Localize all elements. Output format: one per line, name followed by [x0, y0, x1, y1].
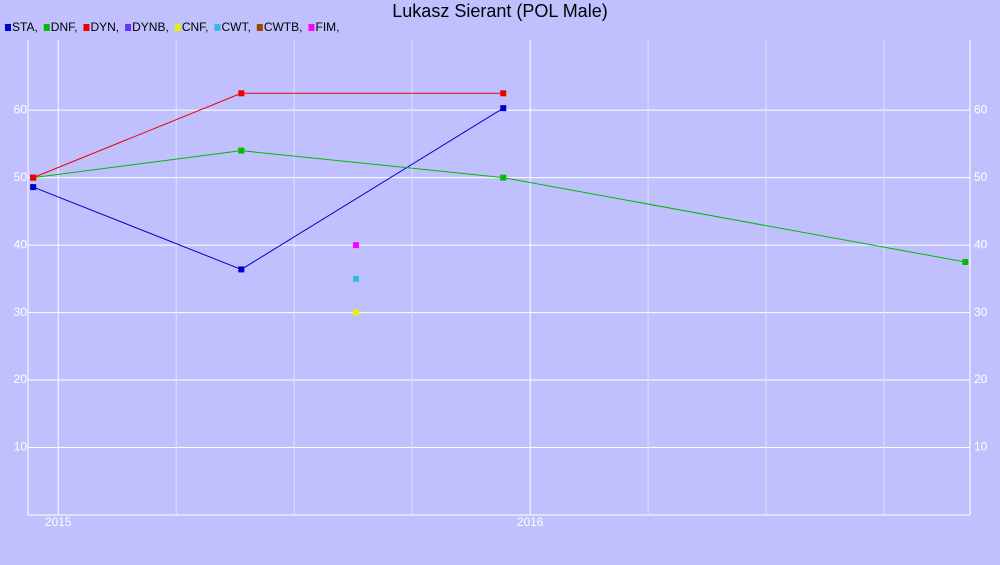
data-point	[30, 184, 37, 191]
x-tick-label: 2016	[517, 515, 544, 529]
data-point	[238, 90, 245, 97]
legend-swatch	[256, 24, 263, 31]
y-tick-label: 60	[14, 102, 28, 116]
legend-label: DYNB,	[132, 20, 169, 34]
y2-tick-label: 50	[974, 170, 988, 184]
y-tick-label: 20	[14, 372, 28, 386]
data-point	[500, 174, 507, 181]
legend-swatch	[83, 24, 90, 31]
legend-label: DNF,	[51, 20, 78, 34]
x-tick-label: 2015	[45, 515, 72, 529]
y2-tick-label: 30	[974, 305, 988, 319]
y2-tick-label: 20	[974, 372, 988, 386]
legend-label: CWTB,	[264, 20, 303, 34]
data-point	[353, 275, 360, 282]
y2-tick-label: 40	[974, 237, 988, 251]
legend-label: FIM,	[315, 20, 339, 34]
legend-label: DYN,	[90, 20, 119, 34]
data-point	[500, 105, 507, 112]
data-point	[962, 258, 969, 265]
data-point	[353, 242, 360, 249]
legend-swatch	[43, 24, 50, 31]
series-line	[33, 150, 966, 263]
data-point	[238, 266, 245, 273]
data-point	[353, 309, 360, 316]
y2-tick-label: 60	[974, 102, 988, 116]
data-point	[238, 147, 245, 154]
y-tick-label: 10	[14, 440, 28, 454]
y-tick-label: 40	[14, 237, 28, 251]
legend-label: CNF,	[182, 20, 209, 34]
legend-swatch	[214, 24, 221, 31]
legend-label: CWT,	[221, 20, 250, 34]
series-line	[33, 92, 504, 179]
data-point	[30, 174, 37, 181]
data-point	[500, 90, 507, 97]
legend-label: STA,	[12, 20, 38, 34]
y-tick-label: 50	[14, 170, 28, 184]
y-tick-label: 30	[14, 305, 28, 319]
legend-swatch	[174, 24, 181, 31]
legend-swatch	[125, 24, 132, 31]
legend-swatch	[5, 24, 11, 31]
chart-title: Lukasz Sierant (POL Male)	[392, 1, 607, 21]
y2-tick-label: 10	[974, 440, 988, 454]
legend-swatch	[308, 24, 315, 31]
